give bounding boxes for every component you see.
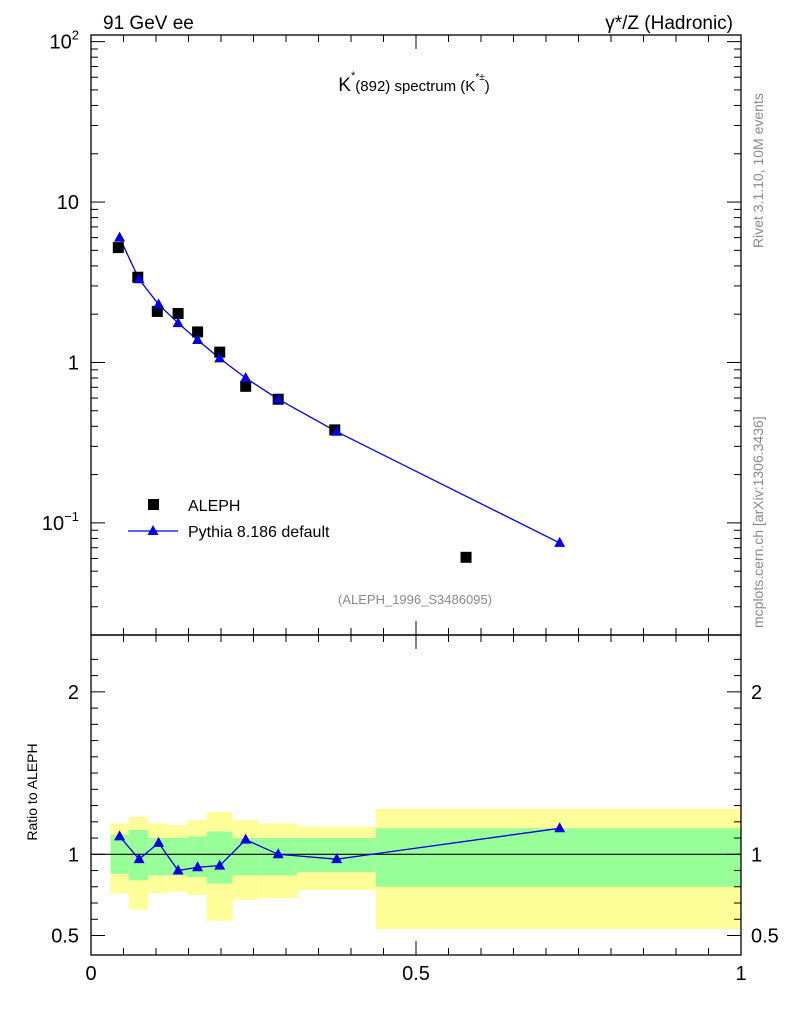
ratio-ylabel: Ratio to ALEPH <box>24 743 40 840</box>
ratio-point <box>153 836 165 847</box>
main-ytick-label: 10 <box>57 192 79 214</box>
main-panel: 10−1 1 10 102 ALEPH Pythia 8.186 default <box>42 28 742 636</box>
chart-title: K*(892) spectrum (K*±) <box>338 70 489 96</box>
aleph-point <box>172 307 184 319</box>
ratio-point <box>214 859 226 870</box>
rivet-version-label: Rivet 3.1.10, 10M events <box>750 93 766 248</box>
chart-title-sup2: *± <box>475 72 485 83</box>
pythia-point <box>214 352 226 363</box>
pythia-series-line <box>119 237 560 544</box>
aleph-point <box>112 242 124 254</box>
legend-pythia-marker <box>147 525 159 535</box>
legend-aleph-marker <box>148 499 159 510</box>
ratio-ytick-label-right: 0.5 <box>751 926 779 948</box>
main-ytick-label: 1 <box>68 352 79 374</box>
ratio-ytick-label-right: 2 <box>751 682 762 704</box>
ratio-ytick-label-left: 2 <box>68 682 79 704</box>
xtick-label: 1 <box>735 963 746 985</box>
aleph-point <box>460 551 472 563</box>
ratio-point <box>192 861 204 872</box>
legend-aleph-label: ALEPH <box>188 498 240 515</box>
ratio-band-inner-3 <box>167 838 188 876</box>
chart-title-main: K <box>338 75 351 96</box>
ratio-point <box>272 848 284 859</box>
aleph-point <box>151 305 163 317</box>
pythia-point <box>331 425 343 436</box>
header-left-label: 91 GeV ee <box>103 13 194 34</box>
aleph-point <box>214 346 226 358</box>
ratio-ytick-label-right: 1 <box>751 844 762 866</box>
pythia-point <box>153 298 165 309</box>
ratio-point <box>240 833 252 844</box>
pythia-point <box>554 536 566 547</box>
ratio-ytick-label-left: 0.5 <box>51 926 79 948</box>
pythia-point <box>272 393 284 404</box>
chart-title-close: ) <box>485 78 490 95</box>
pythia-point <box>133 273 145 284</box>
ratio-series-line <box>119 827 560 872</box>
aleph-point <box>240 380 252 392</box>
xtick-label: 0.5 <box>402 963 430 985</box>
ratio-band-inner-5 <box>206 831 233 884</box>
main-frame <box>90 34 742 636</box>
chart-title-rest: (892) spectrum (K <box>355 78 475 95</box>
main-ytick-label: 10−1 <box>42 509 79 535</box>
pythia-point <box>192 334 204 345</box>
ratio-point <box>554 822 566 833</box>
legend-pythia-label: Pythia 8.186 default <box>188 524 330 541</box>
aleph-point <box>192 326 204 338</box>
analysis-watermark: (ALEPH_1996_S3486095) <box>338 592 492 607</box>
pythia-point <box>114 231 126 242</box>
main-ytick-label: 102 <box>50 28 79 54</box>
ratio-point <box>133 853 145 864</box>
pythia-point <box>240 372 252 383</box>
pythia-point <box>172 317 184 328</box>
ratio-ytick-label-left: 1 <box>68 844 79 866</box>
header-right-label: γ*/Z (Hadronic) <box>605 13 733 34</box>
ratio-point <box>114 830 126 841</box>
mcplots-label: mcplots.cern.ch [arXiv:1306.3436] <box>750 416 766 628</box>
ratio-point <box>331 853 343 864</box>
ratio-point <box>172 864 184 875</box>
ratio-panel: 0.5 0.51 12 20 0.5 1 <box>51 634 779 985</box>
legend: ALEPH Pythia 8.186 default <box>128 498 330 541</box>
ratio-band-inner-9 <box>375 828 741 887</box>
chart-title-sup: * <box>351 70 356 82</box>
xtick-label: 0 <box>85 963 96 985</box>
